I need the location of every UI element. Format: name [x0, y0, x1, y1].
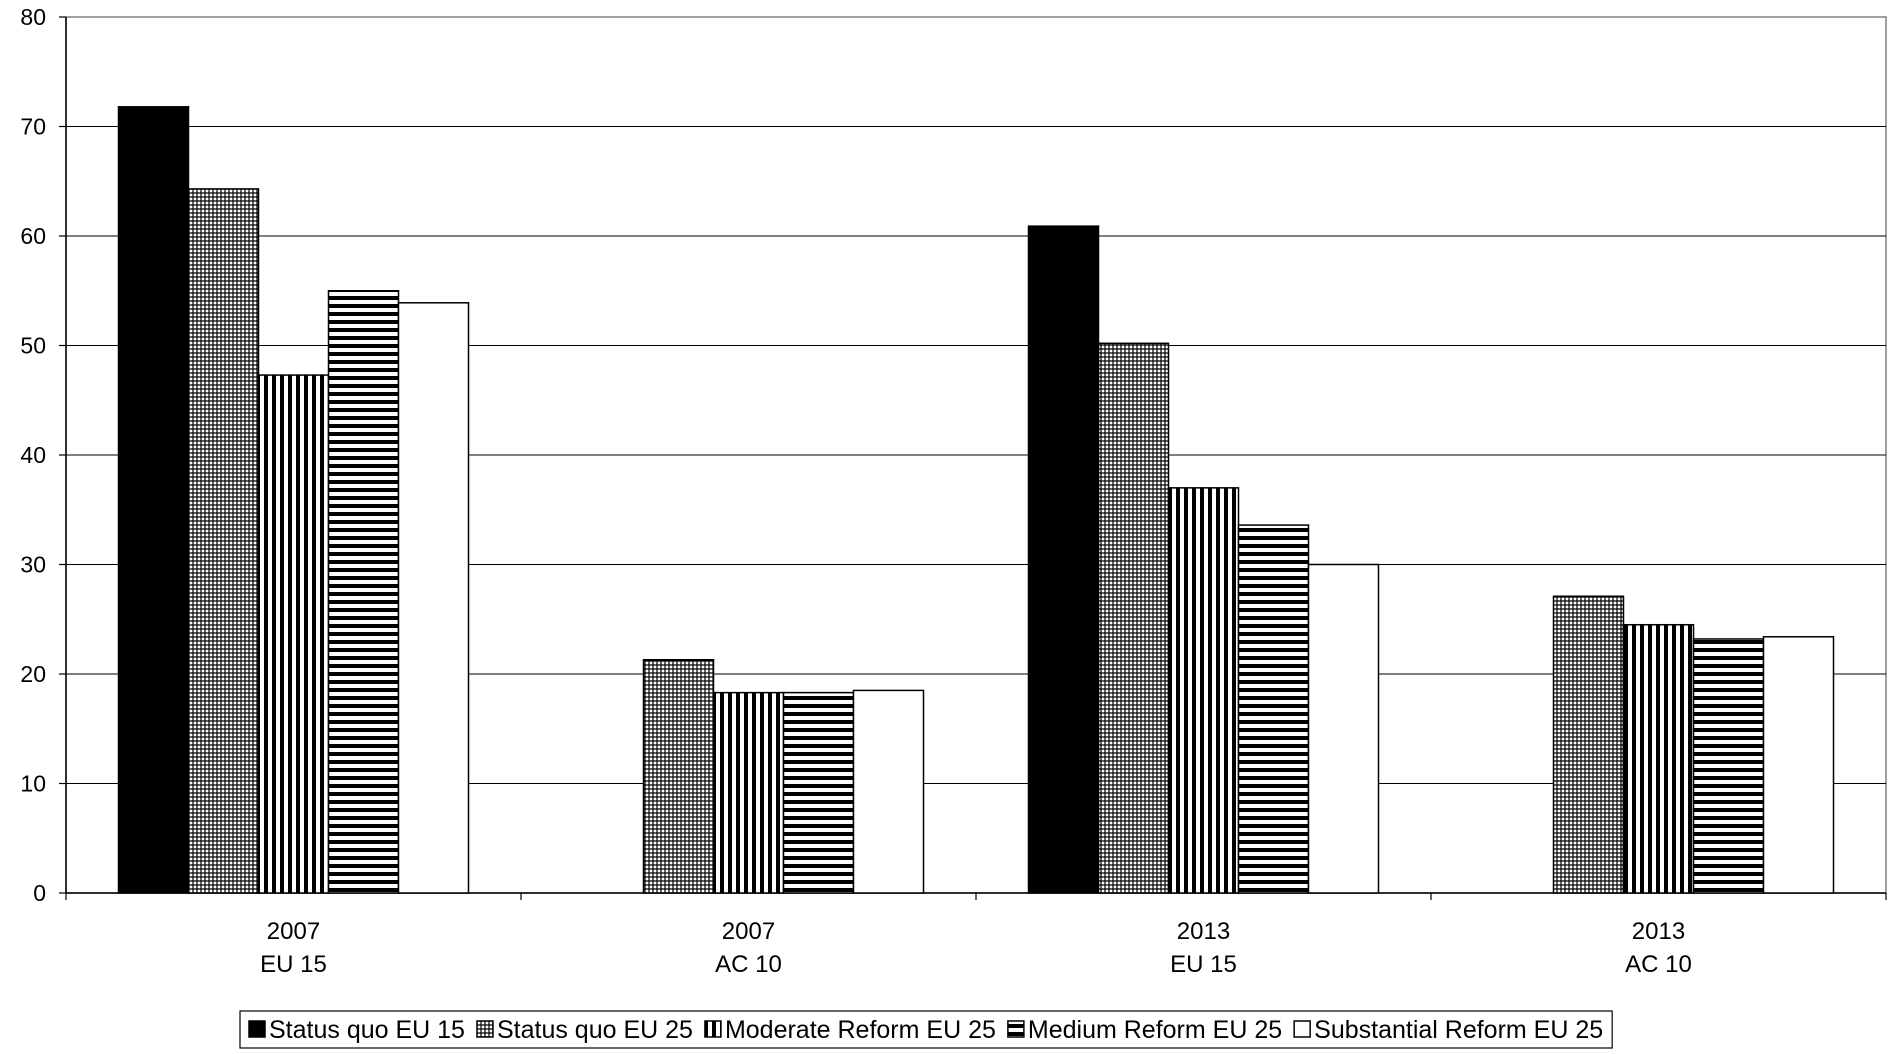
bar	[1097, 342, 1170, 894]
bar	[642, 659, 715, 894]
bar	[712, 691, 785, 894]
x-tick-label: 2007	[267, 918, 320, 945]
x-tick-label: AC 10	[715, 951, 782, 978]
bar	[1552, 595, 1625, 894]
bar	[852, 689, 925, 894]
legend-label: Status quo EU 15	[269, 1016, 465, 1044]
legend-label: Status quo EU 25	[497, 1016, 693, 1044]
bar	[1167, 487, 1240, 894]
bar	[187, 188, 260, 894]
bar	[1237, 524, 1310, 894]
legend-swatch	[1293, 1020, 1311, 1038]
y-tick-label: 50	[20, 333, 46, 359]
legend-swatch	[248, 1020, 266, 1038]
bar	[782, 691, 855, 894]
legend-swatch	[704, 1020, 722, 1038]
bar	[397, 302, 470, 894]
x-tick-label: EU 15	[1170, 951, 1237, 978]
y-tick-label: 20	[20, 661, 46, 687]
legend-label: Medium Reform EU 25	[1028, 1016, 1282, 1044]
x-tick-label: EU 15	[260, 951, 327, 978]
bar	[1692, 638, 1765, 894]
x-tick-label: AC 10	[1625, 951, 1692, 978]
bar	[1622, 623, 1695, 894]
y-tick-label: 60	[20, 223, 46, 249]
bar	[1762, 636, 1835, 894]
bar	[1307, 563, 1380, 894]
bar	[327, 290, 400, 894]
bar	[117, 106, 190, 894]
bar	[257, 374, 330, 894]
legend	[239, 1010, 1613, 1049]
legend-label: Moderate Reform EU 25	[725, 1016, 996, 1044]
legend-swatch	[1007, 1020, 1025, 1038]
y-tick-label: 10	[20, 771, 46, 797]
y-tick-label: 30	[20, 552, 46, 578]
x-tick-label: 2013	[1177, 918, 1230, 945]
y-tick-label: 70	[20, 114, 46, 140]
x-tick-label: 2007	[722, 918, 775, 945]
y-tick-label: 40	[20, 442, 46, 468]
legend-swatch	[476, 1020, 494, 1038]
legend-label: Substantial Reform EU 25	[1314, 1016, 1603, 1044]
y-tick-label: 80	[20, 4, 46, 30]
x-tick-label: 2013	[1632, 918, 1685, 945]
bar	[1027, 225, 1100, 894]
y-tick-label: 0	[33, 880, 46, 906]
